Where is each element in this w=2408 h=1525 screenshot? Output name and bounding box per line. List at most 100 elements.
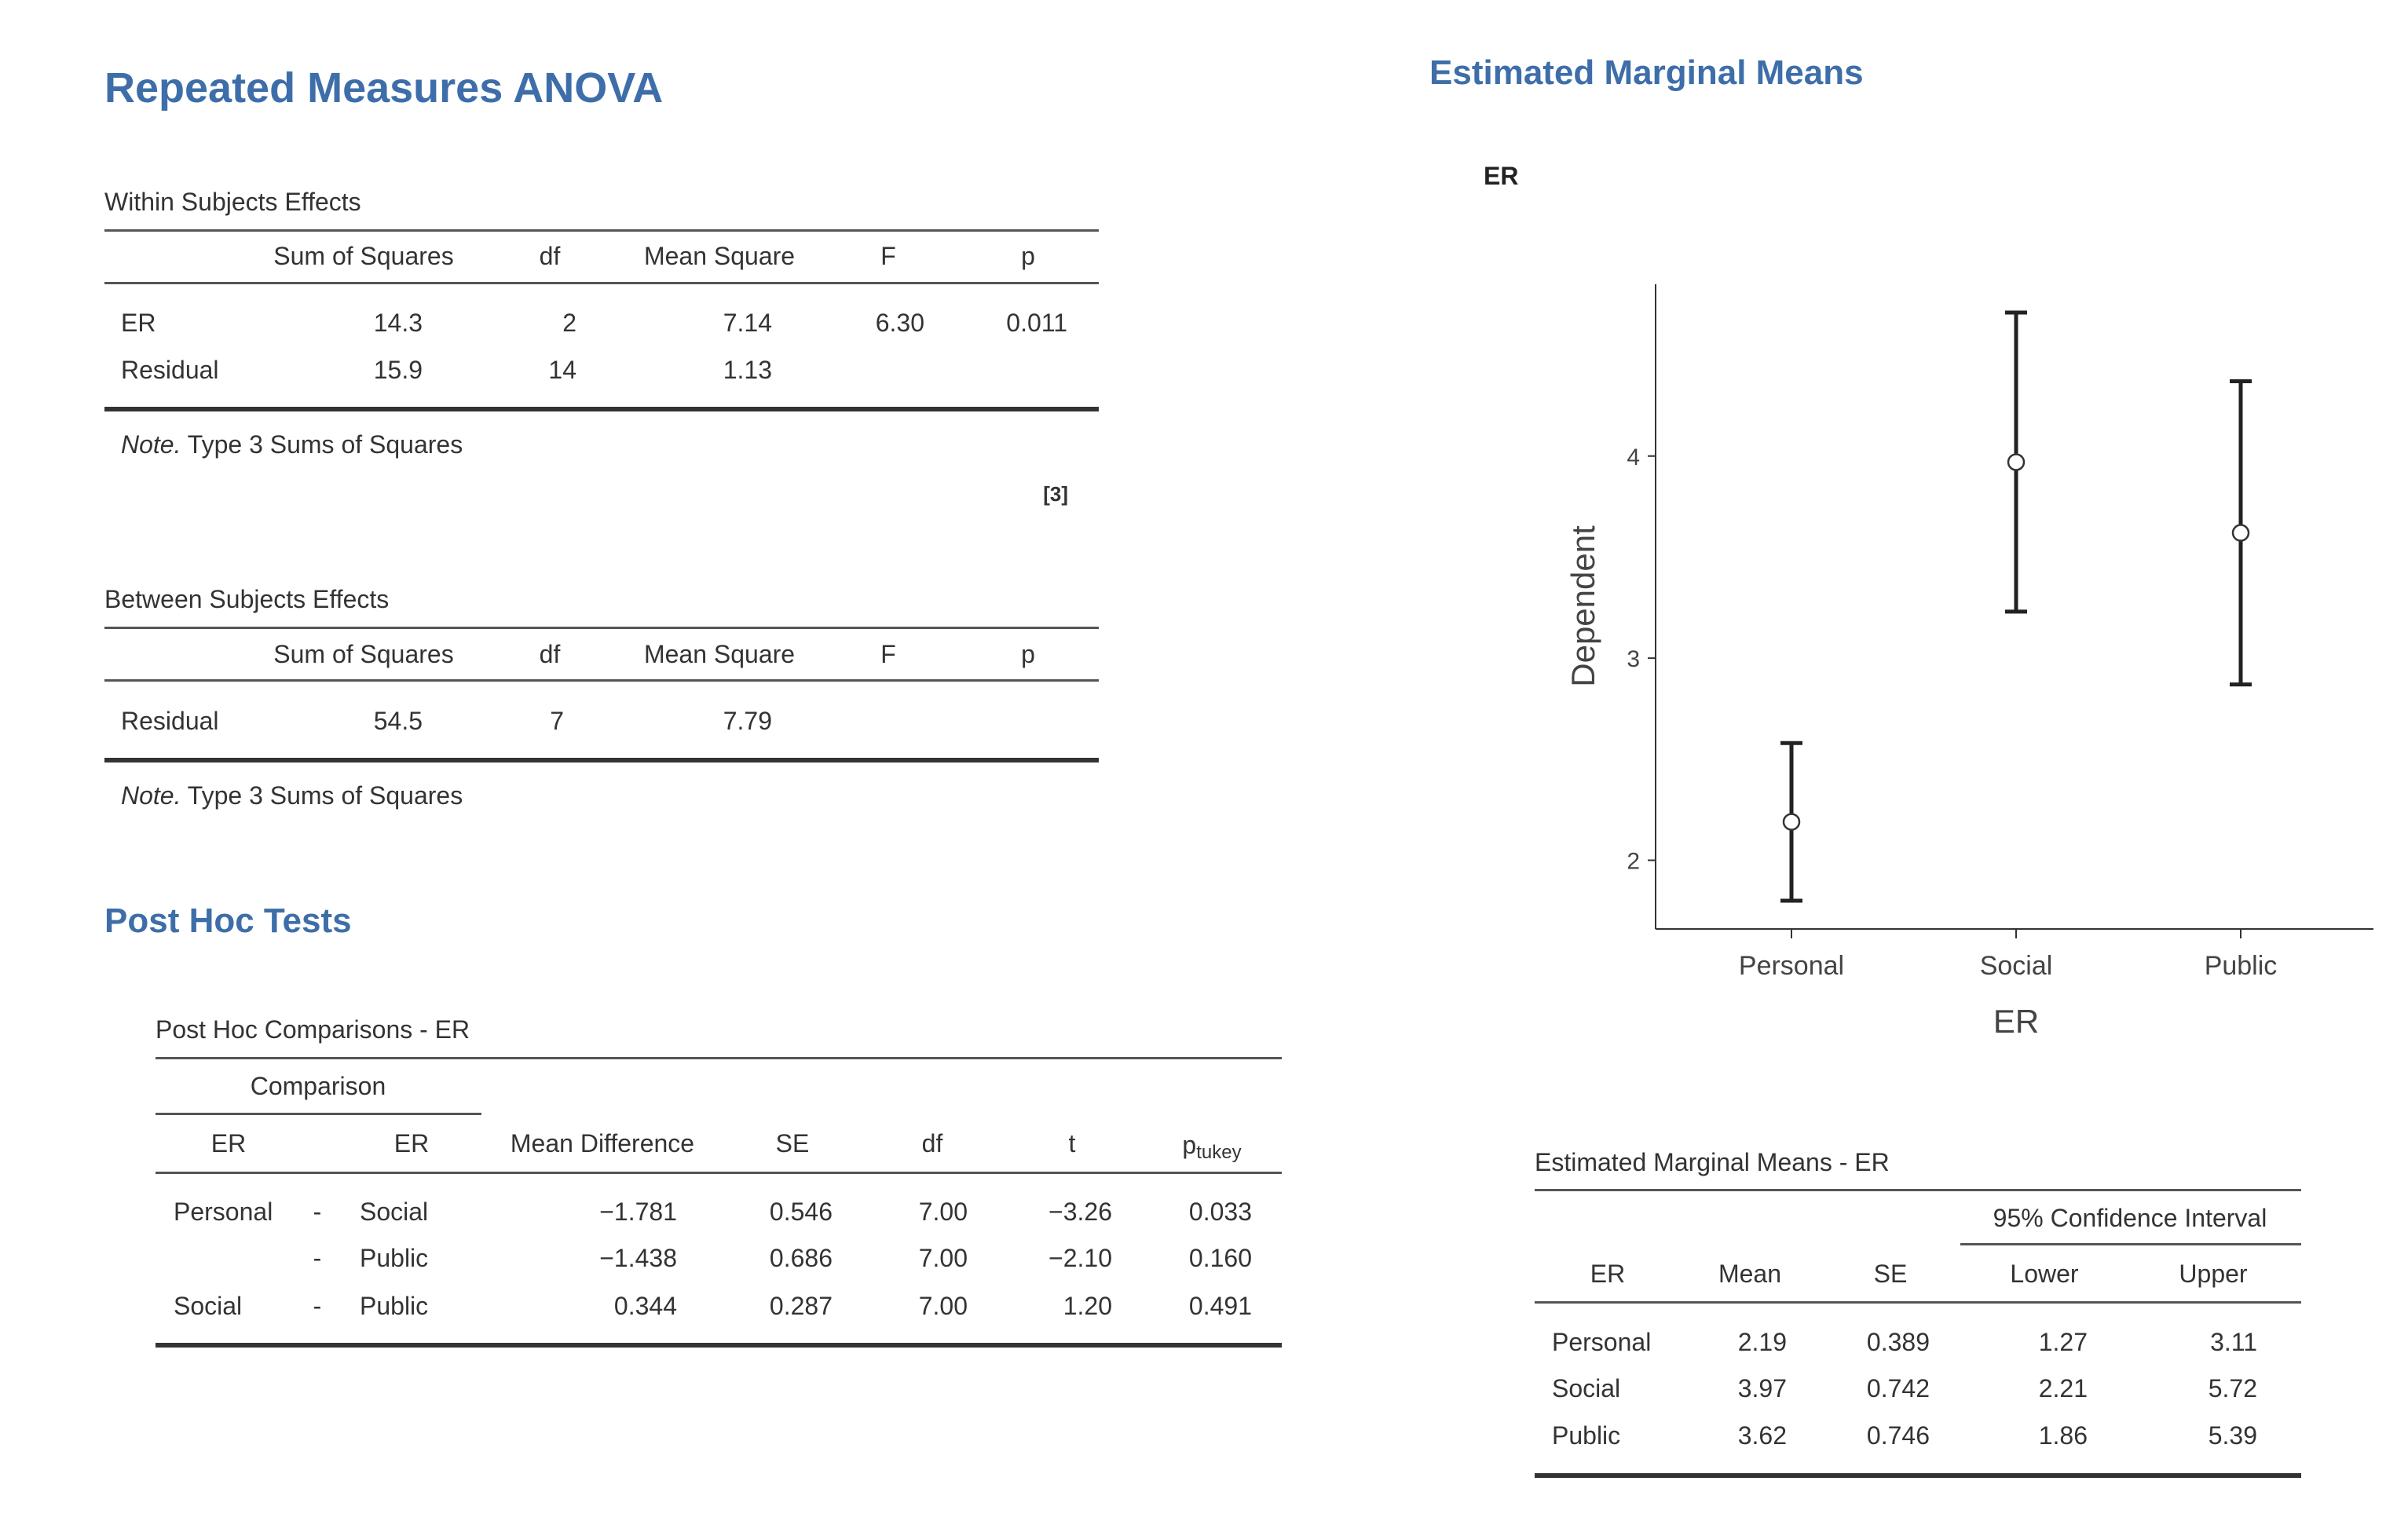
table-title: Within Subjects Effects — [104, 188, 361, 216]
cell: 3.11 — [2210, 1328, 2257, 1356]
cell: −2.10 — [1048, 1244, 1112, 1272]
anova-title: Repeated Measures ANOVA — [104, 64, 664, 112]
cell: 0.033 — [1188, 1198, 1252, 1226]
cell: 2.21 — [2038, 1374, 2088, 1402]
column-header: df — [539, 640, 561, 668]
cell: Personal — [1552, 1328, 1652, 1356]
column-header: Lower — [2010, 1260, 2079, 1288]
cell: 54.5 — [373, 707, 423, 735]
divider — [156, 1343, 1282, 1348]
cell: 0.287 — [769, 1292, 833, 1320]
divider — [1535, 1473, 2301, 1478]
divider — [104, 229, 1099, 232]
x-axis-label: ER — [1993, 1003, 2039, 1040]
table-title: Post Hoc Comparisons - ER — [156, 1015, 470, 1044]
cell: 15.9 — [373, 356, 423, 384]
column-header: Mean Square — [643, 640, 796, 668]
cell: 0.742 — [1866, 1374, 1930, 1402]
column-header: Sum of Squares — [273, 640, 454, 668]
group-header: Comparison — [250, 1072, 386, 1100]
cell: Social — [360, 1198, 429, 1226]
cell: 14 — [548, 356, 576, 384]
cell: 7.00 — [918, 1198, 968, 1226]
cell: 5.39 — [2208, 1421, 2257, 1450]
cell: 0.160 — [1188, 1244, 1252, 1272]
x-tick-label: Public — [2205, 951, 2278, 981]
group-header: 95% Confidence Interval — [1993, 1204, 2267, 1232]
column-header: df — [921, 1129, 943, 1157]
column-header: ER — [1590, 1260, 1626, 1288]
column-header: p — [1021, 242, 1035, 270]
column-header: ER — [210, 1129, 247, 1157]
cell: 1.27 — [2038, 1328, 2088, 1356]
note-label: Note. — [121, 781, 181, 810]
cell: Residual — [121, 707, 219, 735]
column-header: ptukey — [1182, 1129, 1242, 1163]
cell: 6.30 — [875, 309, 924, 337]
plot-title: ER — [1484, 162, 1519, 190]
divider — [1535, 1189, 2301, 1191]
table-note: Note. Type 3 Sums of Squares — [121, 780, 463, 811]
cell: Residual — [121, 356, 219, 384]
table-title: Estimated Marginal Means - ER — [1535, 1148, 1890, 1176]
cell: 0.011 — [1006, 309, 1067, 337]
cell: Public — [360, 1292, 429, 1320]
divider — [1535, 1301, 2301, 1304]
divider — [104, 679, 1099, 682]
cell: 7.14 — [723, 309, 772, 337]
column-header: t — [1068, 1129, 1076, 1157]
column-header: Mean Difference — [510, 1129, 695, 1157]
divider — [104, 282, 1099, 284]
mean-point — [2007, 453, 2026, 471]
note-text: Type 3 Sums of Squares — [181, 430, 463, 459]
cell: 7.00 — [918, 1292, 968, 1320]
cell: 5.72 — [2208, 1374, 2257, 1402]
cell: 2.19 — [1737, 1328, 1787, 1356]
p-label: p — [1182, 1131, 1197, 1159]
cell: 1.20 — [1063, 1292, 1112, 1320]
y-tick-label: 2 — [1627, 848, 1640, 874]
column-header: SE — [775, 1129, 810, 1157]
column-header: Upper — [2179, 1260, 2248, 1288]
divider — [156, 1113, 481, 1115]
x-tick-label: Personal — [1739, 951, 1844, 981]
cell: 3.62 — [1737, 1421, 1787, 1450]
cell: 0.686 — [769, 1244, 833, 1272]
divider — [104, 407, 1099, 411]
column-header: Sum of Squares — [273, 242, 454, 270]
cell: - — [313, 1198, 322, 1226]
cell: −1.438 — [599, 1244, 677, 1272]
column-header: F — [880, 640, 896, 668]
y-tick-label: 4 — [1627, 444, 1640, 470]
tukey-subscript: tukey — [1196, 1142, 1242, 1163]
mean-point — [2231, 524, 2250, 542]
divider — [104, 758, 1099, 762]
cell: −3.26 — [1048, 1198, 1112, 1226]
y-axis-label: Dependent — [1564, 525, 1601, 687]
cell: 0.746 — [1866, 1421, 1930, 1450]
cell: Personal — [174, 1198, 273, 1226]
cell: - — [313, 1292, 322, 1320]
x-tick-label: Social — [1980, 951, 2053, 981]
column-header: p — [1021, 640, 1035, 668]
note-text: Type 3 Sums of Squares — [181, 781, 463, 810]
table-title: Between Subjects Effects — [104, 585, 390, 613]
divider — [156, 1172, 1282, 1174]
cell: Public — [1552, 1421, 1621, 1450]
cell: 3.97 — [1737, 1374, 1787, 1402]
cell: 2 — [562, 309, 576, 337]
cell: Social — [174, 1292, 243, 1320]
cell: 1.13 — [723, 356, 772, 384]
divider — [1960, 1243, 2301, 1245]
cell: Social — [1552, 1374, 1621, 1402]
cell: 7.00 — [918, 1244, 968, 1272]
column-header: F — [880, 242, 896, 270]
cell: 0.491 — [1188, 1292, 1252, 1320]
divider — [156, 1057, 1282, 1059]
cell: ER — [121, 309, 156, 337]
cell: 1.86 — [2038, 1421, 2088, 1450]
cell: 0.344 — [613, 1292, 677, 1320]
divider — [104, 627, 1099, 629]
emm-title: Estimated Marginal Means — [1429, 53, 1864, 92]
